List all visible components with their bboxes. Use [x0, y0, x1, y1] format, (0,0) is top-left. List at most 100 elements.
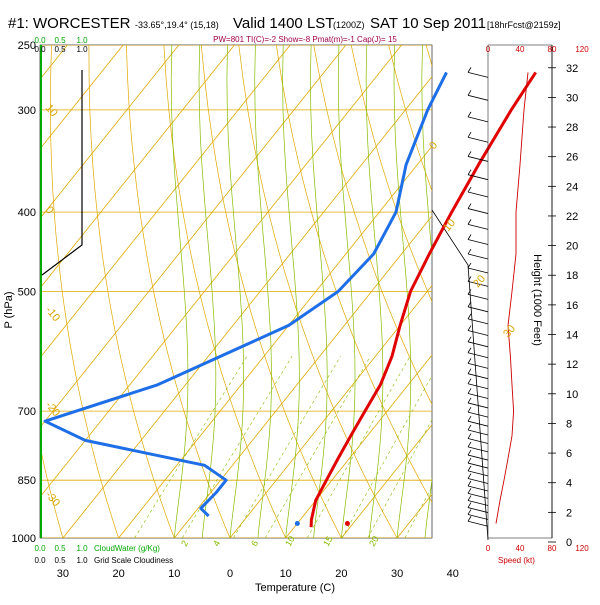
dry-adiabat: [501, 45, 600, 538]
wind-barb-feather: [468, 481, 471, 486]
surface-temperature-point: [345, 521, 350, 526]
wind-barb-feather: [468, 90, 471, 95]
height-tick-label: 2: [566, 507, 572, 519]
wind-barb-feather: [468, 219, 471, 224]
x-tick-label: 10: [280, 568, 292, 580]
isotherm-line: [509, 45, 600, 538]
dry-adiabat: [576, 45, 600, 538]
wind-barb-feather: [468, 425, 471, 430]
wind-barb-feather: [468, 369, 471, 374]
height-tick-label: 16: [566, 300, 578, 312]
cloudwater-bottom-tick: 0.0: [34, 544, 46, 553]
utc-time: (1200Z): [333, 20, 365, 30]
wind-barb: [468, 117, 488, 122]
height-tick-label: 12: [566, 359, 578, 371]
wind-barb: [468, 471, 488, 476]
height-axis-title: Height (1000 Feet): [531, 254, 543, 346]
pressure-tick-label: 400: [18, 207, 36, 219]
speed-top-tick: 120: [575, 45, 589, 54]
height-tick-label: 14: [566, 330, 578, 342]
mixing-ratio-label: 2: [179, 539, 190, 548]
dry-adiabat-label: 10: [441, 217, 458, 234]
wind-barb-feather: [468, 442, 471, 447]
cloudiness-axis-title: Grid Scale Cloudiness: [94, 556, 173, 565]
wind-barb-feather: [468, 314, 471, 319]
sounding-series: [45, 72, 536, 527]
mixing-ratio-line: [135, 356, 247, 538]
cloudiness-top-tick: 0.0: [34, 45, 46, 54]
isotherm-label: 0: [43, 204, 56, 216]
wind-barb: [468, 319, 488, 324]
cloudiness-top-tick: 0.5: [54, 45, 66, 54]
wind-barb-feather: [468, 407, 471, 412]
wind-barb: [468, 294, 488, 299]
wind-barb-feather: [468, 337, 471, 342]
cloudwater-bottom-tick: 0.5: [54, 544, 66, 553]
dry-adiabat-label: 30: [501, 323, 518, 340]
mixing-ratio-line: [182, 356, 292, 538]
wind-barb-feather: [468, 398, 471, 403]
cloudiness-bottom-tick: 0.5: [54, 556, 66, 565]
height-tick-label: 24: [566, 181, 578, 193]
wind-barb-feather: [468, 151, 471, 156]
wind-barb: [468, 363, 488, 368]
wind-barb: [468, 353, 488, 358]
isotherm-label: -30: [43, 489, 62, 509]
wind-barb-feather: [468, 67, 471, 72]
wind-height-panel: 0246810121416182022242628303200404080801…: [468, 45, 589, 553]
wind-barb-feather: [468, 496, 471, 501]
pressure-tick-label: 300: [18, 105, 36, 117]
mixing-ratio-label: 4: [211, 539, 222, 548]
wind-barb-feather: [468, 466, 471, 471]
mixing-ratio-label: 6: [249, 539, 260, 548]
wind-barb-feather: [468, 450, 471, 455]
mixing-ratio-line: [233, 356, 340, 538]
wind-barb: [468, 156, 488, 161]
speed-bottom-tick: 0: [486, 544, 491, 553]
pressure-tick-label: 1000: [12, 533, 36, 545]
height-tick-label: 28: [566, 122, 578, 134]
wind-speed-line: [496, 72, 528, 523]
forecast-date: SAT 10 Sep 2011: [370, 15, 486, 32]
height-tick-label: 4: [566, 478, 572, 490]
station-coords: -33.65°,19.4° (15,18): [135, 20, 219, 30]
x-axis-title: Temperature (C): [255, 582, 335, 594]
wind-barb-feather: [468, 358, 471, 363]
mixing-ratio-label: 15: [321, 534, 335, 548]
x-tick-label: 0: [227, 568, 233, 580]
pressure-tick-label: 850: [18, 475, 36, 487]
cloudiness-profile: [42, 70, 82, 275]
wind-barb: [468, 268, 488, 273]
pressure-tick-label: 700: [18, 406, 36, 418]
x-tick-label: 30: [391, 568, 403, 580]
x-tick-label: 10: [168, 568, 180, 580]
wind-barb: [468, 447, 488, 452]
wind-barb-feather: [468, 204, 471, 209]
wind-barb-feather: [468, 170, 471, 175]
wind-barb: [468, 521, 488, 526]
moist-adiabat: [450, 45, 467, 538]
wind-barb: [468, 240, 488, 245]
height-tick-label: 26: [566, 152, 578, 164]
wind-barb-feather: [468, 263, 471, 268]
x-tick-label: 30: [57, 568, 69, 580]
cloudiness-bottom-tick: 0.0: [34, 556, 46, 565]
wind-barb-feather: [468, 235, 471, 240]
wind-barb-feather: [468, 458, 471, 463]
wind-barb: [468, 224, 488, 229]
wind-barb-feather: [468, 516, 471, 521]
height-tick-label: 22: [566, 211, 578, 223]
mixing-ratio-line: [265, 356, 370, 538]
speed-axis-title: Speed (kt): [498, 556, 535, 565]
wind-barb: [468, 463, 488, 468]
mixing-ratio-line: [307, 356, 410, 538]
wind-barb: [468, 137, 488, 142]
speed-bottom-tick: 40: [516, 544, 525, 553]
wind-barb-feather: [468, 326, 471, 331]
speed-bottom-tick: 120: [575, 544, 589, 553]
height-tick-label: 8: [566, 418, 572, 430]
height-tick-label: 20: [566, 241, 578, 253]
